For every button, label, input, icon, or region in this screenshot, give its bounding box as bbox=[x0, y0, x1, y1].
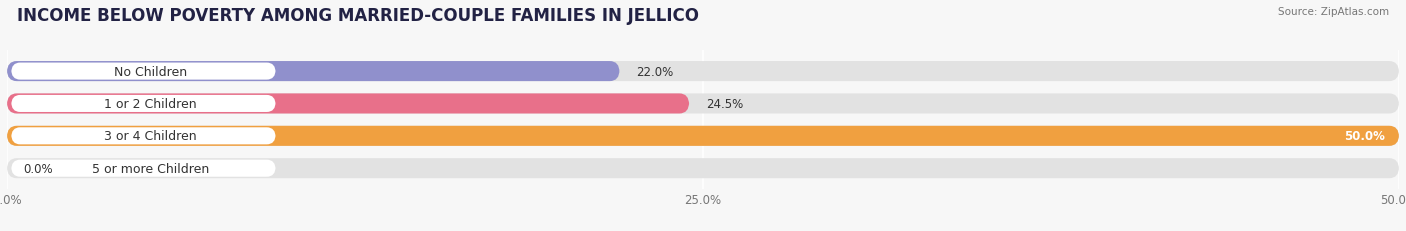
Text: 0.0%: 0.0% bbox=[24, 162, 53, 175]
FancyBboxPatch shape bbox=[7, 94, 689, 114]
FancyBboxPatch shape bbox=[7, 158, 1399, 179]
FancyBboxPatch shape bbox=[11, 160, 276, 177]
FancyBboxPatch shape bbox=[7, 62, 620, 82]
FancyBboxPatch shape bbox=[7, 94, 1399, 114]
FancyBboxPatch shape bbox=[11, 95, 276, 112]
FancyBboxPatch shape bbox=[11, 63, 276, 80]
Text: No Children: No Children bbox=[114, 65, 187, 78]
Text: 3 or 4 Children: 3 or 4 Children bbox=[104, 130, 197, 143]
FancyBboxPatch shape bbox=[7, 62, 1399, 82]
Text: INCOME BELOW POVERTY AMONG MARRIED-COUPLE FAMILIES IN JELLICO: INCOME BELOW POVERTY AMONG MARRIED-COUPL… bbox=[17, 7, 699, 25]
FancyBboxPatch shape bbox=[11, 128, 276, 145]
Text: Source: ZipAtlas.com: Source: ZipAtlas.com bbox=[1278, 7, 1389, 17]
FancyBboxPatch shape bbox=[7, 126, 1399, 146]
FancyBboxPatch shape bbox=[7, 126, 1399, 146]
Text: 22.0%: 22.0% bbox=[636, 65, 673, 78]
Text: 50.0%: 50.0% bbox=[1344, 130, 1385, 143]
Text: 5 or more Children: 5 or more Children bbox=[91, 162, 209, 175]
Text: 1 or 2 Children: 1 or 2 Children bbox=[104, 97, 197, 110]
Text: 24.5%: 24.5% bbox=[706, 97, 742, 110]
